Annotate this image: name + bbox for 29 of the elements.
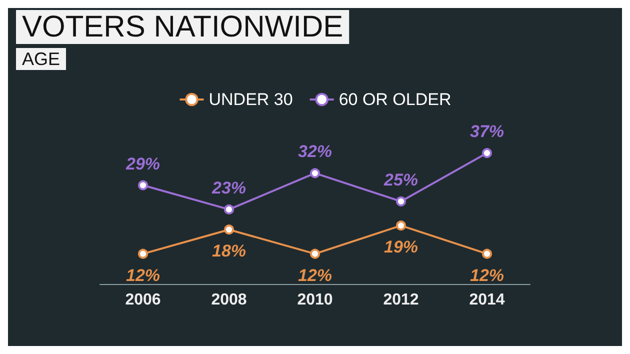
x-tick-label: 2010 [297, 292, 333, 308]
chart-subtitle: AGE [22, 49, 60, 69]
data-label: 12% [126, 266, 160, 285]
point [224, 204, 234, 214]
x-tick-label: 2012 [383, 292, 419, 308]
point [310, 168, 320, 178]
x-tick-label: 2014 [469, 292, 505, 308]
data-label: 12% [298, 266, 332, 285]
data-label: 12% [470, 266, 504, 285]
point [224, 224, 234, 235]
point [396, 196, 406, 206]
chart-title: VOTERS NATIONWIDE [22, 10, 344, 44]
point [138, 180, 148, 190]
data-label: 19% [384, 238, 418, 257]
data-label: 23% [210, 178, 246, 198]
x-tick-label: 2006 [125, 292, 161, 308]
data-label: 32% [298, 142, 332, 162]
point [482, 148, 492, 158]
data-label: 37% [470, 122, 504, 142]
data-label: 29% [124, 154, 160, 174]
legend-label: 60 OR OLDER [338, 90, 452, 109]
data-label: 25% [382, 170, 418, 190]
data-label: 18% [212, 242, 246, 261]
x-tick-label: 2008 [211, 292, 247, 308]
point [138, 248, 148, 259]
point [310, 248, 320, 259]
point [396, 220, 406, 231]
legend-label: UNDER 30 [208, 90, 293, 109]
point [482, 248, 492, 259]
